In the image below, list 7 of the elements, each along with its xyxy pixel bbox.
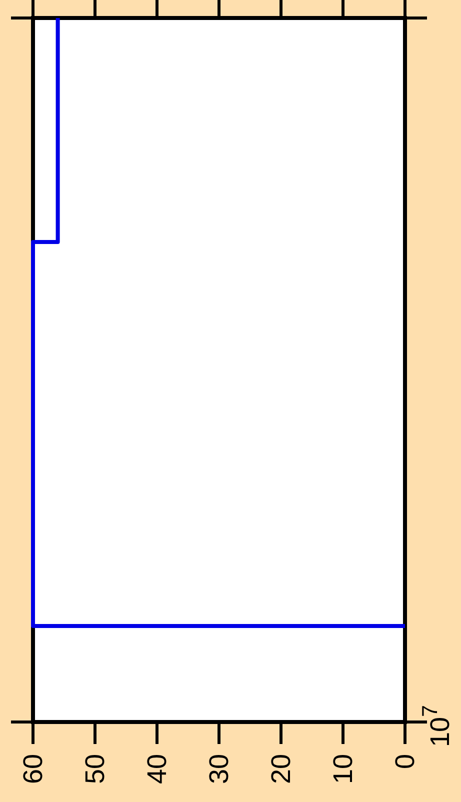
x-tick-label: 20 (266, 754, 296, 784)
x-tick-label: 60 (18, 754, 48, 784)
x-tick-label: 40 (142, 754, 172, 784)
x-tick-label: 50 (80, 754, 110, 784)
x-tick-label: 30 (204, 754, 234, 784)
x-tick-label: 10 (328, 754, 358, 784)
x-tick-label: 0 (390, 754, 420, 770)
